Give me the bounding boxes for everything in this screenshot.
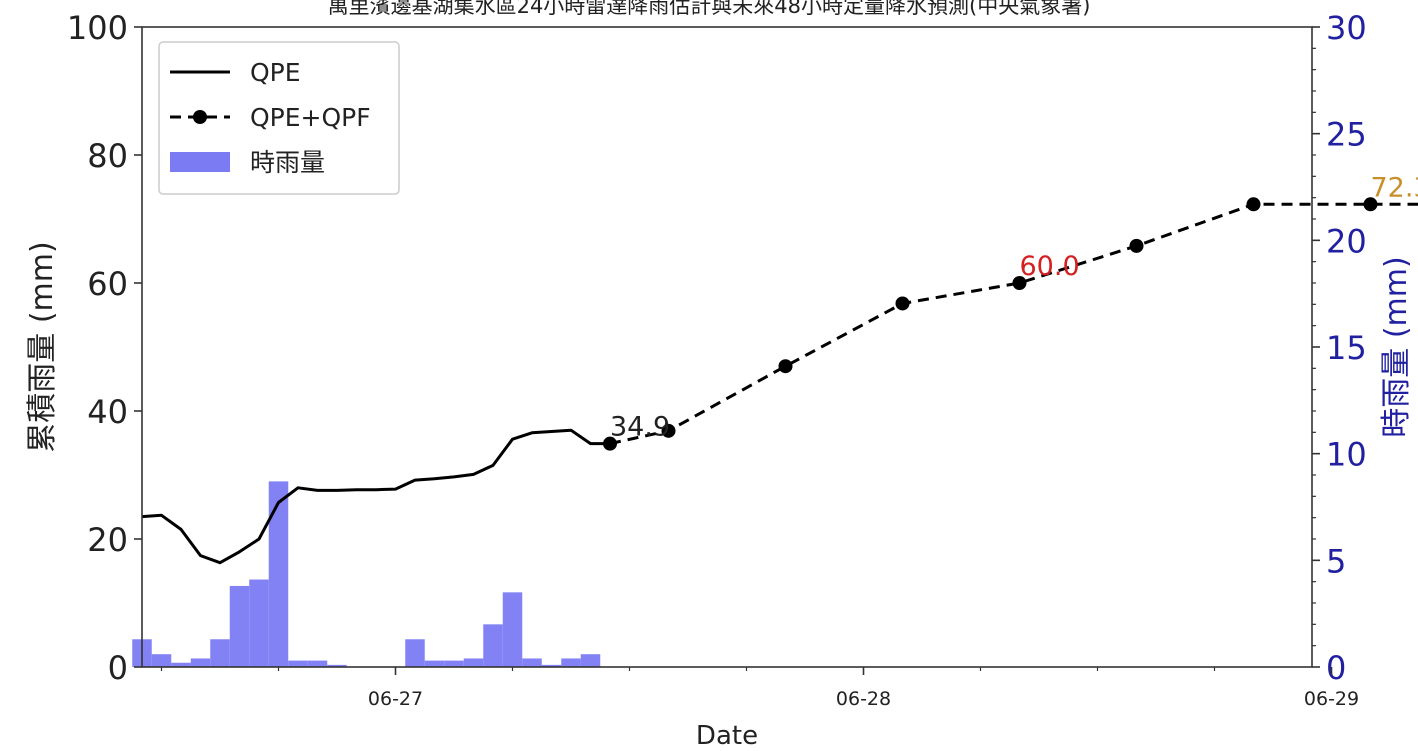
left-tick-label: 0 bbox=[108, 649, 128, 687]
hourly-bar bbox=[171, 662, 191, 667]
qpf-point bbox=[1246, 197, 1261, 212]
hourly-bar bbox=[288, 660, 308, 667]
axes: 0 20 40 60 80 100 0 5 10 15 20 25 30 06-27 06-28 06-29 bbox=[67, 9, 1367, 710]
value-annotation: 72.3 bbox=[1371, 172, 1418, 203]
x-axis-label: Date bbox=[696, 721, 758, 751]
left-tick-label: 100 bbox=[67, 9, 128, 47]
left-axis-label: 累積雨量 (mm) bbox=[25, 241, 60, 452]
hourly-bar bbox=[483, 624, 503, 667]
hourly-bar bbox=[424, 660, 445, 667]
right-tick-label: 30 bbox=[1326, 9, 1367, 47]
qpf-point bbox=[778, 359, 793, 374]
legend: QPE QPE+QPF 時雨量 bbox=[158, 41, 400, 195]
legend-qpf-marker bbox=[193, 110, 207, 124]
qpf-point bbox=[1012, 276, 1027, 290]
hourly-bar bbox=[249, 579, 269, 667]
x-tick-label: 06-29 bbox=[1304, 688, 1359, 710]
right-tick-label: 10 bbox=[1326, 436, 1367, 474]
x-tick-label: 06-27 bbox=[368, 688, 423, 710]
hourly-bar bbox=[580, 654, 601, 667]
qpf-point bbox=[603, 436, 617, 451]
hourly-rainfall-bars bbox=[132, 481, 601, 667]
right-tick-label: 0 bbox=[1326, 649, 1346, 687]
right-tick-label: 15 bbox=[1326, 329, 1367, 367]
right-axis-label: 時雨量 (mm) bbox=[1379, 256, 1414, 437]
left-tick-label: 20 bbox=[87, 521, 128, 559]
hourly-bar bbox=[405, 639, 425, 667]
value-annotations: 34.9 60.0 72.3 bbox=[610, 172, 1418, 442]
hourly-bar bbox=[561, 658, 581, 667]
hourly-bar bbox=[327, 664, 347, 667]
qpf-line bbox=[609, 202, 1418, 446]
legend-bar-swatch bbox=[170, 152, 230, 172]
qpf-point bbox=[1129, 238, 1144, 253]
left-tick-label: 80 bbox=[87, 137, 128, 175]
value-annotation: 34.9 bbox=[610, 412, 670, 443]
axis-labels: Date 累積雨量 (mm) 時雨量 (mm) bbox=[25, 241, 1414, 751]
chart-title: 萬里濱邊基湖集水區24小時雷達降雨估計與未來48小時定量降水預測(中央氣象署) bbox=[327, 0, 1091, 18]
hourly-bar bbox=[307, 660, 328, 667]
left-tick-label: 60 bbox=[87, 265, 128, 303]
hourly-bar bbox=[502, 592, 523, 667]
value-annotation: 60.0 bbox=[1020, 251, 1080, 282]
hourly-bar bbox=[463, 658, 484, 667]
hourly-bar bbox=[268, 481, 289, 667]
legend-qpf-label: QPE+QPF bbox=[250, 103, 371, 132]
right-tick-label: 25 bbox=[1326, 116, 1367, 154]
x-tick-label: 06-28 bbox=[836, 688, 891, 710]
qpf-point bbox=[661, 423, 676, 438]
hourly-bar bbox=[151, 654, 172, 667]
cumulative-lines bbox=[141, 197, 1418, 565]
right-tick-label: 5 bbox=[1326, 542, 1346, 580]
left-tick-label: 40 bbox=[87, 393, 128, 431]
legend-bar-label: 時雨量 bbox=[250, 148, 325, 177]
qpf-point bbox=[1363, 197, 1378, 212]
hourly-bar bbox=[210, 639, 230, 667]
hourly-bar bbox=[541, 664, 562, 667]
hourly-bar bbox=[229, 585, 250, 667]
qpe-line bbox=[141, 428, 610, 565]
legend-qpe-label: QPE bbox=[250, 58, 301, 87]
qpf-point bbox=[895, 296, 910, 311]
hourly-bar bbox=[522, 658, 542, 667]
hourly-bar bbox=[190, 658, 211, 667]
right-tick-label: 20 bbox=[1326, 222, 1367, 260]
hourly-bar bbox=[444, 660, 464, 667]
